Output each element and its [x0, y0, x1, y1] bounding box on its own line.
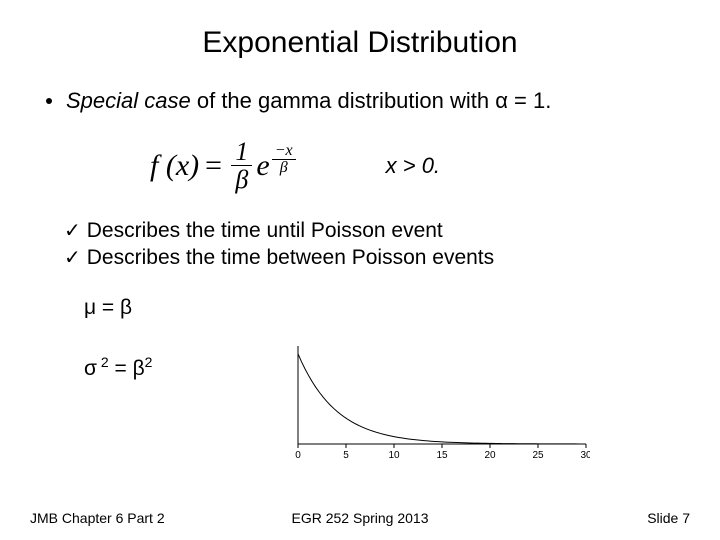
formula-fraction: 1 β	[231, 138, 252, 194]
formula-eq: =	[203, 149, 223, 183]
footer-mid: EGR 252 Spring 2013	[292, 510, 429, 526]
check-icon: ✓	[64, 245, 81, 270]
formula-exponent: −x β	[272, 143, 296, 176]
exp-den: β	[277, 160, 291, 176]
svg-text:30: 30	[580, 450, 590, 460]
mean-line: μ = β	[84, 296, 152, 320]
bullet-special-case: Special case of the gamma distribution w…	[46, 88, 680, 114]
var-beta-exp: 2	[145, 354, 153, 370]
svg-text:25: 25	[532, 450, 544, 460]
bullet-dot-icon	[46, 98, 52, 104]
pdf-formula: f (x) = 1 β e −x β	[150, 138, 296, 194]
check-text: Describes the time between Poisson event…	[87, 246, 494, 270]
exp-num: −x	[272, 143, 296, 160]
check-item: ✓ Describes the time between Poisson eve…	[64, 245, 680, 270]
svg-text:5: 5	[343, 450, 349, 460]
variance-line: σ 2 = β2	[84, 354, 152, 381]
frac-den: β	[231, 166, 252, 193]
svg-text:0: 0	[295, 450, 301, 460]
check-item: ✓ Describes the time until Poisson event	[64, 218, 680, 243]
slide-title: Exponential Distribution	[40, 26, 680, 60]
svg-text:20: 20	[484, 450, 496, 460]
svg-text:10: 10	[388, 450, 400, 460]
formula-e: e	[256, 149, 269, 183]
bullet-italic: Special case	[66, 88, 191, 113]
formula-lhs: f (x)	[150, 149, 199, 183]
var-eq: = β	[109, 357, 145, 380]
footer-right: Slide 7	[647, 510, 690, 526]
var-sigma: σ	[84, 357, 97, 380]
check-icon: ✓	[64, 218, 81, 243]
bullet-rest: of the gamma distribution with α = 1.	[191, 88, 552, 113]
chart-svg: 0 5 10 15 20 25 30	[280, 344, 590, 460]
check-text: Describes the time until Poisson event	[87, 219, 443, 243]
checklist: ✓ Describes the time until Poisson event…	[64, 218, 680, 270]
var-sigma-exp: 2	[97, 354, 109, 370]
frac-num: 1	[231, 138, 252, 166]
domain-condition: x > 0.	[386, 153, 440, 179]
footer-left: JMB Chapter 6 Part 2	[30, 510, 165, 526]
stats-column: μ = β σ 2 = β2	[84, 296, 152, 415]
svg-text:15: 15	[436, 450, 448, 460]
slide-footer: JMB Chapter 6 Part 2 EGR 252 Spring 2013…	[0, 510, 720, 526]
exponential-curve-chart: 0 5 10 15 20 25 30	[280, 344, 590, 465]
